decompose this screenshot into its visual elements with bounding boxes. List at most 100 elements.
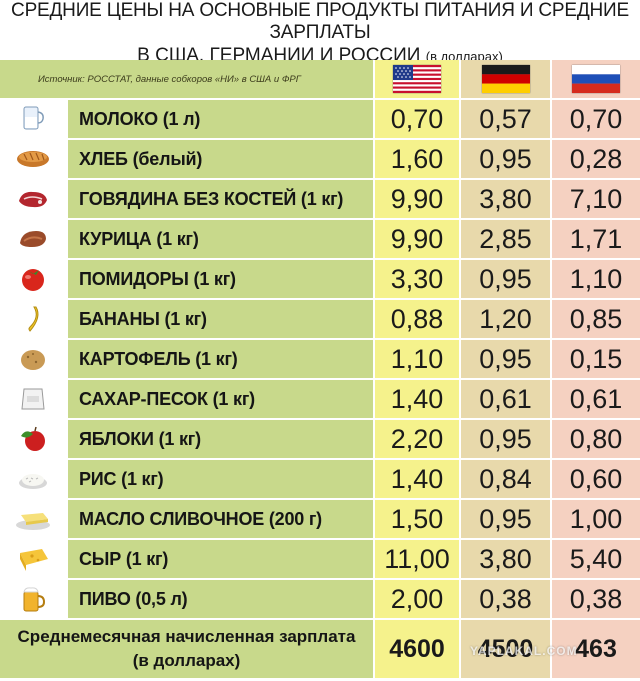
price-germany: 0,95 <box>461 500 550 538</box>
salary-label-line-1: Среднемесячная начисленная зарплата <box>17 627 356 646</box>
rice-icon <box>19 474 47 489</box>
product-icon-cell <box>0 540 66 578</box>
russia-column-header <box>552 60 640 98</box>
price-us: 9,90 <box>375 220 459 258</box>
table-row: ПОМИДОРЫ (1 кг) 3,30 0,95 1,10 <box>0 260 640 298</box>
product-name: ПИВО (0,5 л) <box>68 580 373 618</box>
price-us: 1,10 <box>375 340 459 378</box>
product-name: ГОВЯДИНА БЕЗ КОСТЕЙ (1 кг) <box>68 180 373 218</box>
price-russia: 0,28 <box>552 140 640 178</box>
product-icon-cell <box>0 460 66 498</box>
table-row: САХАР-ПЕСОК (1 кг) 1,40 0,61 0,61 <box>0 380 640 418</box>
table-row: ХЛЕБ (белый) 1,60 0,95 0,28 <box>0 140 640 178</box>
beer-icon <box>23 587 46 612</box>
apple-icon <box>21 426 45 451</box>
product-icon-cell <box>0 420 66 458</box>
salary-germany: 4500 <box>461 620 550 678</box>
product-name: СЫР (1 кг) <box>68 540 373 578</box>
salary-russia: 463 <box>552 620 640 678</box>
price-germany: 3,80 <box>461 180 550 218</box>
product-name: САХАР-ПЕСОК (1 кг) <box>68 380 373 418</box>
price-russia: 5,40 <box>552 540 640 578</box>
banana-icon <box>28 306 39 332</box>
price-us: 2,20 <box>375 420 459 458</box>
table-row: МОЛОКО (1 л) 0,70 0,57 0,70 <box>0 100 640 138</box>
product-icon-cell <box>0 220 66 258</box>
russia-flag-icon <box>572 65 620 93</box>
table-row: МАСЛО СЛИВОЧНОЕ (200 г) 1,50 0,95 1,00 <box>0 500 640 538</box>
price-us: 9,90 <box>375 180 459 218</box>
price-germany: 3,80 <box>461 540 550 578</box>
price-germany: 0,95 <box>461 140 550 178</box>
milk-icon <box>23 106 44 130</box>
us-flag-icon <box>393 65 441 93</box>
price-russia: 1,10 <box>552 260 640 298</box>
price-germany: 0,61 <box>461 380 550 418</box>
price-us: 0,70 <box>375 100 459 138</box>
price-russia: 0,85 <box>552 300 640 338</box>
price-russia: 0,70 <box>552 100 640 138</box>
germany-flag-icon <box>481 65 530 93</box>
beef-icon <box>19 191 47 208</box>
product-name: ЯБЛОКИ (1 кг) <box>68 420 373 458</box>
price-germany: 1,20 <box>461 300 550 338</box>
table-row: РИС (1 кг) 1,40 0,84 0,60 <box>0 460 640 498</box>
price-russia: 1,71 <box>552 220 640 258</box>
price-russia: 7,10 <box>552 180 640 218</box>
product-name: МАСЛО СЛИВОЧНОЕ (200 г) <box>68 500 373 538</box>
product-icon-cell <box>0 500 66 538</box>
price-us: 1,50 <box>375 500 459 538</box>
product-icon-cell <box>0 300 66 338</box>
salary-label: Среднемесячная начисленная зарплата (в д… <box>0 620 373 678</box>
price-russia: 0,80 <box>552 420 640 458</box>
price-russia: 1,00 <box>552 500 640 538</box>
table-row: КАРТОФЕЛЬ (1 кг) 1,10 0,95 0,15 <box>0 340 640 378</box>
price-russia: 0,38 <box>552 580 640 618</box>
table-row: СЫР (1 кг) 11,00 3,80 5,40 <box>0 540 640 578</box>
table-header-row: Источник: РОССТАТ, данные собкоров «НИ» … <box>0 60 640 98</box>
source-note: Источник: РОССТАТ, данные собкоров «НИ» … <box>0 60 373 98</box>
salary-row: Среднемесячная начисленная зарплата (в д… <box>0 620 640 678</box>
germany-column-header <box>461 60 550 98</box>
price-us: 1,60 <box>375 140 459 178</box>
table-row: ГОВЯДИНА БЕЗ КОСТЕЙ (1 кг) 9,90 3,80 7,10 <box>0 180 640 218</box>
chicken-icon <box>20 231 46 247</box>
table-row: ЯБЛОКИ (1 кг) 2,20 0,95 0,80 <box>0 420 640 458</box>
price-germany: 0,84 <box>461 460 550 498</box>
price-russia: 0,15 <box>552 340 640 378</box>
price-germany: 2,85 <box>461 220 550 258</box>
us-column-header <box>375 60 459 98</box>
product-name: МОЛОКО (1 л) <box>68 100 373 138</box>
product-icon-cell <box>0 140 66 178</box>
page-title: СРЕДНИЕ ЦЕНЫ НА ОСНОВНЫЕ ПРОДУКТЫ ПИТАНИ… <box>0 0 640 66</box>
sugar-icon <box>21 388 45 410</box>
product-icon-cell <box>0 340 66 378</box>
product-icon-cell <box>0 100 66 138</box>
cheese-icon <box>20 549 48 571</box>
product-icon-cell <box>0 260 66 298</box>
price-us: 2,00 <box>375 580 459 618</box>
price-germany: 0,95 <box>461 340 550 378</box>
product-name: ПОМИДОРЫ (1 кг) <box>68 260 373 298</box>
price-germany: 0,95 <box>461 260 550 298</box>
product-name: КАРТОФЕЛЬ (1 кг) <box>68 340 373 378</box>
price-us: 1,40 <box>375 380 459 418</box>
product-icon-cell <box>0 180 66 218</box>
price-us: 3,30 <box>375 260 459 298</box>
bread-icon <box>17 151 49 167</box>
price-germany: 0,57 <box>461 100 550 138</box>
product-name: ХЛЕБ (белый) <box>68 140 373 178</box>
price-us: 11,00 <box>375 540 459 578</box>
product-name: БАНАНЫ (1 кг) <box>68 300 373 338</box>
butter-icon <box>16 513 50 530</box>
price-russia: 0,61 <box>552 380 640 418</box>
price-us: 1,40 <box>375 460 459 498</box>
salary-us: 4600 <box>375 620 459 678</box>
table-row: ПИВО (0,5 л) 2,00 0,38 0,38 <box>0 580 640 618</box>
price-russia: 0,60 <box>552 460 640 498</box>
potato-icon <box>21 350 45 370</box>
table-row: КУРИЦА (1 кг) 9,90 2,85 1,71 <box>0 220 640 258</box>
salary-label-line-2: (в долларах) <box>132 651 241 670</box>
price-us: 0,88 <box>375 300 459 338</box>
price-table: Источник: РОССТАТ, данные собкоров «НИ» … <box>0 60 640 681</box>
